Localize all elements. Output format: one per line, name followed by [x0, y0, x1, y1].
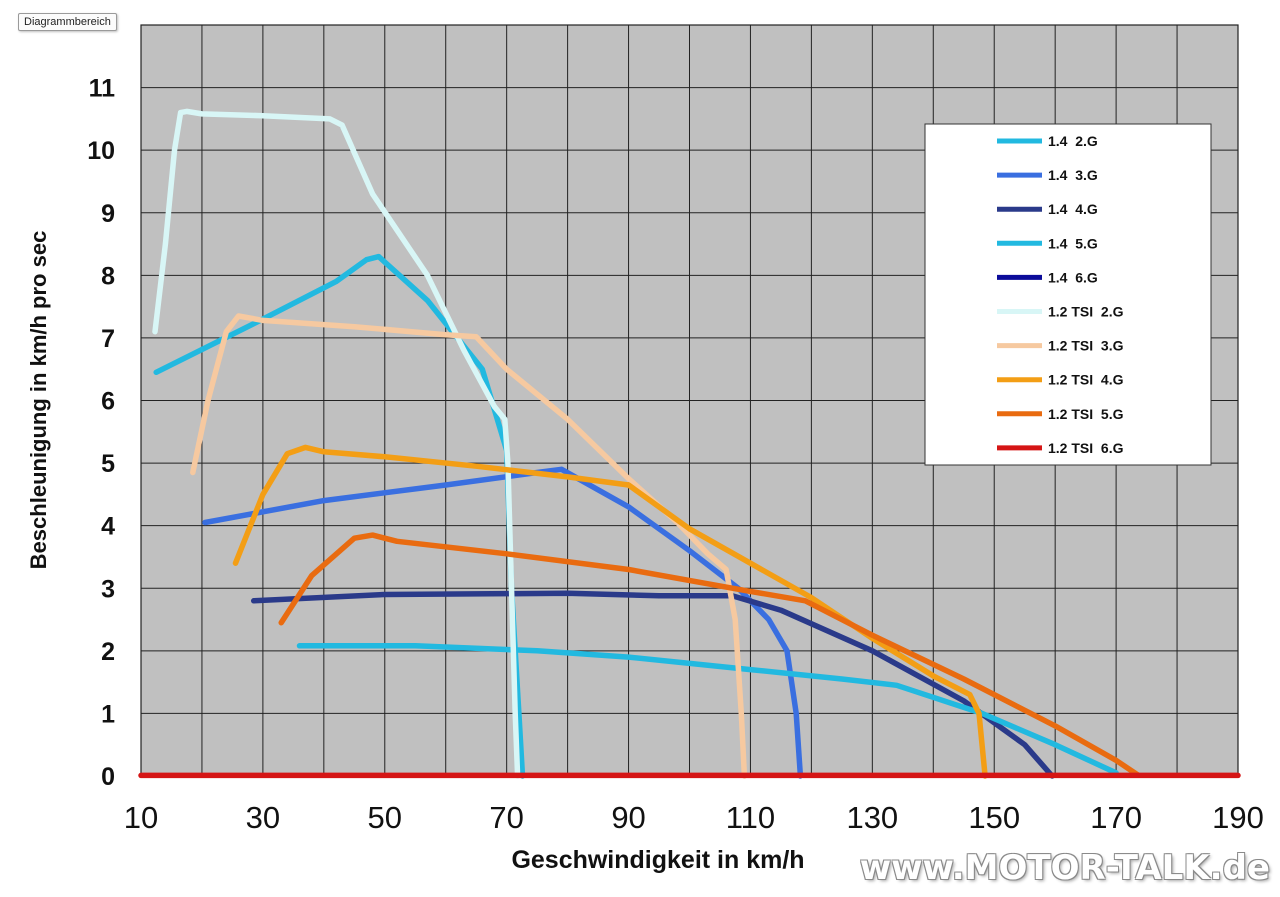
legend-entry-label: 1.4 4.G	[1048, 201, 1098, 217]
x-tick-label: 30	[246, 800, 280, 835]
y-tick-label: 2	[101, 638, 115, 666]
legend-entry-label: 1.4 2.G	[1048, 133, 1098, 149]
axes: 10 30 50 70 90 110 130 150 170 190 0 1 2 3 4 5 6 7 8 9 10 11	[87, 75, 1264, 835]
legend-entry-label: 1.4 3.G	[1048, 167, 1098, 183]
x-axis-label: Geschwindigkeit in km/h	[511, 846, 804, 874]
series-line-8	[232, 444, 988, 779]
legend-entry-label: 1.2 TSI 4.G	[1048, 372, 1124, 388]
series-line-6	[152, 108, 521, 779]
legend-entry-label: 1.4 6.G	[1048, 269, 1098, 285]
series-line-9	[278, 532, 1141, 778]
legend-box	[924, 123, 1212, 466]
y-tick-label: 1	[101, 700, 115, 728]
chart-area-tooltip: Diagrammbereich	[18, 13, 117, 31]
y-tick-label: 11	[89, 75, 116, 103]
legend-entry-label: 1.2 TSI 3.G	[1048, 338, 1124, 354]
y-tick-label: 10	[87, 137, 115, 165]
x-tick-label: 150	[968, 800, 1020, 835]
x-tick-label: 50	[368, 800, 402, 835]
legend-entry-label: 1.2 TSI 6.G	[1048, 440, 1124, 456]
x-tick-label: 110	[726, 800, 775, 835]
series-line-3	[250, 590, 1055, 779]
y-axis-label: Beschleunigung in km/h pro sec	[26, 231, 51, 570]
x-tick-label: 10	[124, 800, 158, 835]
watermark-logo: www.MOTOR-TALK.de	[859, 848, 1270, 888]
y-tick-label: 8	[101, 262, 115, 290]
x-tick-label: 90	[611, 800, 645, 835]
legend-entry-label: 1.4 5.G	[1048, 235, 1098, 251]
series-line-2	[202, 466, 804, 779]
y-tick-label: 5	[101, 450, 115, 478]
x-tick-label: 130	[846, 800, 898, 835]
series-lines	[138, 108, 1241, 779]
y-tick-label: 7	[101, 325, 115, 353]
y-tick-label: 3	[101, 575, 115, 603]
legend-entry-label: 1.2 TSI 2.G	[1048, 304, 1124, 320]
legend-entry-label: 1.2 TSI 5.G	[1048, 406, 1124, 422]
x-tick-label: 170	[1090, 800, 1142, 835]
x-tick-label: 190	[1212, 800, 1264, 835]
y-tick-label: 6	[101, 388, 115, 416]
y-tick-label: 4	[101, 513, 115, 541]
y-tick-label: 0	[101, 763, 115, 791]
series-line-4	[296, 643, 1119, 776]
y-tick-label: 9	[101, 200, 115, 228]
legend[interactable]: 1.4 2.G 1.4 3.G 1.4 4.G 1.4 5.G 1.4 6.G 1.2 T…	[924, 123, 1212, 466]
x-tick-label: 70	[489, 800, 523, 835]
